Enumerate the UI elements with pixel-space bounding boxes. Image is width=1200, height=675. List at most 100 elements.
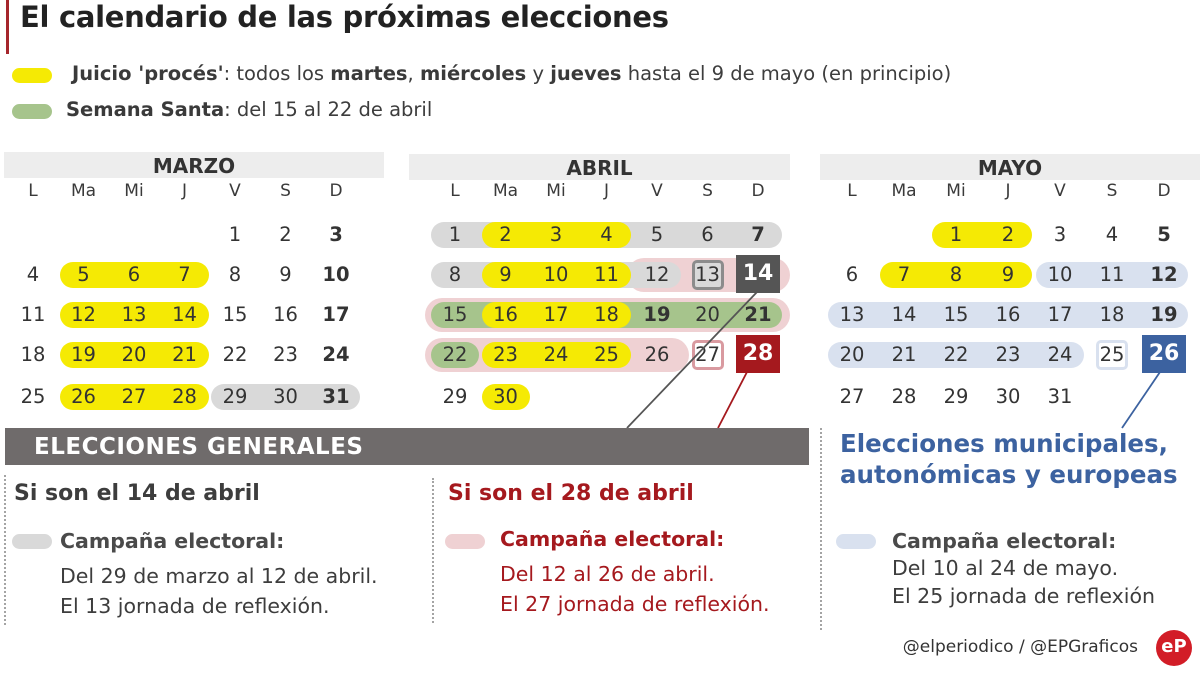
day-marzo-23: 23 <box>273 343 298 366</box>
weekday-marzo-3: J <box>181 181 187 201</box>
weekday-mayo-2: Mi <box>946 181 966 201</box>
day-mayo-10: 10 <box>1047 263 1073 286</box>
day-mayo-7: 7 <box>897 263 911 286</box>
campaign-14-bg-marzo <box>211 384 360 410</box>
weekday-marzo-0: L <box>28 181 38 201</box>
day-marzo-30: 30 <box>273 385 298 408</box>
day-mayo-31: 31 <box>1047 385 1073 408</box>
weekday-marzo-5: S <box>280 181 291 201</box>
campaign-swatch-europeas <box>836 534 876 549</box>
day-marzo-8: 8 <box>228 263 242 286</box>
election-day-26: 26 <box>1142 335 1186 373</box>
day-marzo-3: 3 <box>329 223 343 246</box>
weekday-abril-4: V <box>651 181 663 201</box>
campaign-label-14: Campaña electoral: <box>60 529 285 553</box>
day-mayo-27: 27 <box>839 385 865 408</box>
juicio-abril-30 <box>481 384 530 410</box>
day-mayo-23: 23 <box>995 343 1021 366</box>
campaign-swatch-14 <box>12 534 52 549</box>
reflection-box-25 <box>1096 340 1128 370</box>
day-abril-13: 13 <box>695 263 720 286</box>
day-mayo-21: 21 <box>891 343 917 366</box>
day-abril-5: 5 <box>650 223 664 246</box>
weekday-mayo-6: D <box>1157 181 1171 201</box>
election-day-28: 28 <box>736 335 780 373</box>
day-marzo-22: 22 <box>222 343 248 366</box>
day-abril-29: 29 <box>442 385 468 408</box>
day-mayo-6: 6 <box>845 263 859 286</box>
day-abril-9: 9 <box>499 263 512 286</box>
campaign-label-28: Campaña electoral: <box>500 527 725 551</box>
weekday-mayo-4: V <box>1054 181 1066 201</box>
day-abril-4: 4 <box>600 223 613 246</box>
day-marzo-19: 19 <box>71 343 96 366</box>
day-abril-22: 22 <box>442 343 468 366</box>
day-abril-2: 2 <box>499 223 512 246</box>
europeas-title: Elecciones municipales, autonómicas y eu… <box>840 428 1178 490</box>
legend-semana-santa: Semana Santa: del 15 al 22 de abril <box>66 98 433 121</box>
day-abril-21: 21 <box>744 303 772 326</box>
day-marzo-1: 1 <box>228 223 242 246</box>
day-mayo-20: 20 <box>839 343 865 366</box>
campaign-dates-europeas: Del 10 al 24 de mayo. <box>892 556 1119 580</box>
day-marzo-4: 4 <box>26 263 40 286</box>
month-header-marzo: MARZO <box>4 152 384 178</box>
pointer-line-26 <box>1121 371 1161 429</box>
campaign-europeas-bg-week3 <box>828 302 1188 328</box>
juicio-mayo-row1 <box>880 262 1032 288</box>
day-marzo-26: 26 <box>71 385 96 408</box>
scenario-14-title: Si son el 14 de abril <box>14 481 260 506</box>
campaign-dates-28: Del 12 al 26 de abril. <box>500 562 715 586</box>
campaign-europeas-bg-week4 <box>828 342 1084 368</box>
day-marzo-24: 24 <box>322 343 350 366</box>
day-mayo-16: 16 <box>995 303 1021 326</box>
campaign-dates-14: Del 29 de marzo al 12 de abril. <box>60 564 378 588</box>
day-marzo-14: 14 <box>172 303 197 326</box>
juicio-abril-row0 <box>481 222 631 248</box>
credits: @elperiodico / @EPGraficos <box>902 637 1138 657</box>
juicio-abril-row2 <box>481 302 631 328</box>
day-abril-23: 23 <box>493 343 518 366</box>
day-mayo-30: 30 <box>995 385 1021 408</box>
day-marzo-20: 20 <box>121 343 147 366</box>
weekday-abril-2: Mi <box>546 181 566 201</box>
reflection-day-14: El 13 jornada de reflexión. <box>60 594 330 618</box>
day-marzo-27: 27 <box>121 385 147 408</box>
day-mayo-18: 18 <box>1099 303 1125 326</box>
day-abril-7: 7 <box>751 223 765 246</box>
day-mayo-24: 24 <box>1047 343 1073 366</box>
separator-right <box>820 428 822 630</box>
day-marzo-21: 21 <box>172 343 197 366</box>
election-day-14: 14 <box>736 255 780 293</box>
pointer-line-14 <box>626 291 758 429</box>
campaign-swatch-28 <box>445 534 485 549</box>
weekday-marzo-2: Mi <box>124 181 144 201</box>
day-marzo-12: 12 <box>71 303 96 326</box>
reflection-box-13 <box>691 260 724 290</box>
europeas-title-line2: autonómicas y europeas <box>840 460 1178 489</box>
day-abril-12: 12 <box>644 263 670 286</box>
el-periodico-logo: eP <box>1156 630 1192 666</box>
day-marzo-13: 13 <box>121 303 147 326</box>
day-marzo-28: 28 <box>172 385 197 408</box>
day-mayo-14: 14 <box>891 303 917 326</box>
day-abril-18: 18 <box>594 303 619 326</box>
legend-swatch-semana-santa <box>12 104 52 119</box>
day-mayo-19: 19 <box>1150 303 1178 326</box>
day-mayo-17: 17 <box>1047 303 1073 326</box>
day-marzo-16: 16 <box>273 303 298 326</box>
day-mayo-2: 2 <box>1001 223 1015 246</box>
weekday-mayo-0: L <box>847 181 857 201</box>
month-header-abril: ABRIL <box>409 154 790 180</box>
campaign-europeas-bg-week2 <box>1036 262 1188 288</box>
weekday-mayo-3: J <box>1005 181 1011 201</box>
weekday-abril-6: D <box>751 181 765 201</box>
day-mayo-8: 8 <box>949 263 963 286</box>
weekday-marzo-4: V <box>229 181 241 201</box>
day-marzo-6: 6 <box>127 263 141 286</box>
day-marzo-2: 2 <box>279 223 292 246</box>
generales-bar <box>5 428 809 465</box>
day-abril-6: 6 <box>701 223 714 246</box>
day-mayo-12: 12 <box>1150 263 1178 286</box>
